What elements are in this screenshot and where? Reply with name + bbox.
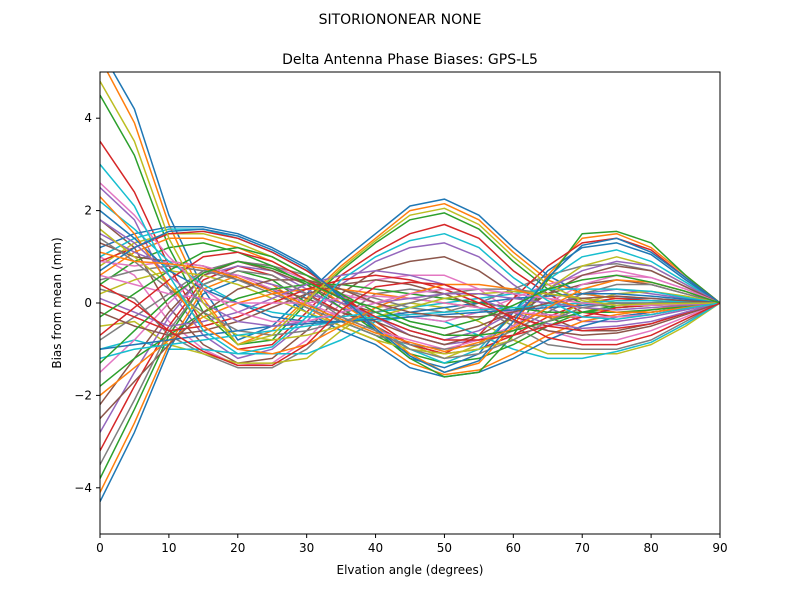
series-line-52 bbox=[100, 251, 720, 353]
y-tick-label: −2 bbox=[74, 388, 92, 402]
x-tick-label: 20 bbox=[230, 541, 245, 555]
series-line-23 bbox=[100, 230, 720, 378]
x-axis-ticks: 0 10 20 30 40 50 60 70 80 90 bbox=[96, 534, 728, 555]
y-tick-label: 2 bbox=[84, 204, 92, 218]
y-axis-label: Bias from mean (mm) bbox=[50, 237, 64, 368]
series-line-6 bbox=[100, 219, 720, 364]
chart-title: Delta Antenna Phase Biases: GPS-L5 bbox=[282, 52, 538, 68]
series-line-22 bbox=[100, 232, 720, 374]
y-axis-ticks: −4 −2 0 2 4 bbox=[74, 111, 100, 495]
y-tick-label: −4 bbox=[74, 481, 92, 495]
series-line-48 bbox=[100, 269, 720, 466]
x-tick-label: 10 bbox=[161, 541, 176, 555]
series-line-50 bbox=[100, 163, 720, 355]
series-line-28 bbox=[100, 265, 720, 350]
y-tick-label: 4 bbox=[84, 111, 92, 125]
x-tick-label: 30 bbox=[299, 541, 314, 555]
x-axis-label: Elvation angle (degrees) bbox=[337, 563, 484, 577]
x-tick-label: 70 bbox=[575, 541, 590, 555]
x-tick-label: 60 bbox=[506, 541, 521, 555]
series-lines bbox=[100, 72, 720, 503]
y-tick-label: 0 bbox=[84, 296, 92, 310]
series-line-35 bbox=[100, 269, 720, 330]
x-tick-label: 80 bbox=[643, 541, 658, 555]
series-line-49 bbox=[100, 80, 720, 346]
series-line-40 bbox=[100, 299, 720, 360]
series-line-51 bbox=[100, 228, 720, 374]
x-tick-label: 90 bbox=[712, 541, 727, 555]
figure-suptitle: SITORIONONEAR NONE bbox=[319, 12, 482, 28]
x-tick-label: 0 bbox=[96, 541, 104, 555]
series-line-54 bbox=[100, 281, 720, 367]
x-tick-label: 50 bbox=[437, 541, 452, 555]
series-line-53 bbox=[100, 260, 720, 364]
series-line-44 bbox=[100, 251, 720, 341]
x-tick-label: 40 bbox=[368, 541, 383, 555]
series-line-46 bbox=[100, 279, 720, 420]
